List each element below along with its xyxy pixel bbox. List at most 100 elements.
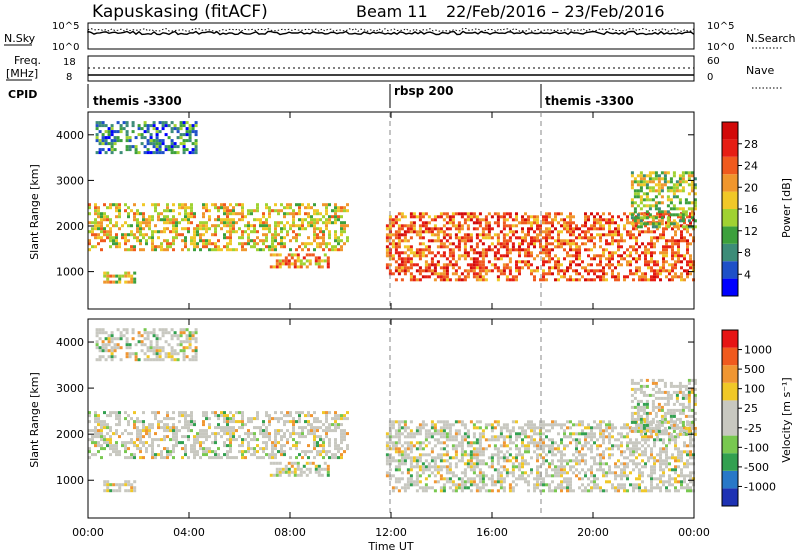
heatmap-cell xyxy=(140,136,144,140)
heatmap-cell xyxy=(524,260,527,264)
heatmap-cell xyxy=(536,471,539,475)
heatmap-cell xyxy=(596,444,599,448)
heatmap-cell xyxy=(451,471,455,475)
heatmap-cell xyxy=(581,489,584,493)
heatmap-cell xyxy=(445,227,449,231)
heatmap-cell xyxy=(448,278,452,282)
heatmap-cell xyxy=(515,465,518,469)
heatmap-cell xyxy=(605,423,608,427)
heatmap-cell xyxy=(271,417,274,421)
heatmap-cell xyxy=(502,254,506,258)
heatmap-cell xyxy=(137,127,141,131)
heatmap-cell xyxy=(304,206,307,210)
heatmap-cell xyxy=(277,432,280,436)
heatmap-cell xyxy=(122,328,126,332)
heatmap-cell xyxy=(693,225,697,229)
heatmap-cell xyxy=(403,429,407,433)
heatmap-cell xyxy=(662,432,665,436)
heatmap-cell xyxy=(496,233,500,237)
heatmap-cell xyxy=(475,441,479,445)
heatmap-cell xyxy=(397,423,401,427)
heatmap-cell xyxy=(310,218,313,222)
heatmap-cell xyxy=(170,328,174,332)
heatmap-cell xyxy=(182,352,186,356)
heatmap-cell xyxy=(208,456,211,460)
heatmap-cell xyxy=(445,272,449,276)
heatmap-cell xyxy=(681,219,685,223)
heatmap-cell xyxy=(539,477,542,481)
heatmap-cell xyxy=(557,266,560,270)
heatmap-cell xyxy=(167,343,171,347)
heatmap-cell xyxy=(569,486,572,490)
heatmap-cell xyxy=(648,180,652,184)
heatmap-cell xyxy=(551,242,554,246)
heatmap-cell xyxy=(481,227,485,231)
heatmap-cell xyxy=(554,254,557,258)
heatmap-cell xyxy=(527,254,530,258)
heatmap-cell xyxy=(454,269,458,273)
heatmap-cell xyxy=(412,215,416,219)
heatmap-cell xyxy=(292,221,295,225)
heatmap-cell xyxy=(654,201,658,205)
heatmap-cell xyxy=(226,206,229,210)
heatmap-cell xyxy=(106,432,109,436)
heatmap-cell xyxy=(542,489,545,493)
heatmap-cell xyxy=(98,121,102,125)
heatmap-cell xyxy=(593,432,596,436)
heatmap-cell xyxy=(253,218,256,222)
heatmap-cell xyxy=(304,227,307,231)
heatmap-cell xyxy=(557,486,560,490)
heatmap-cell xyxy=(448,221,452,225)
heatmap-cell xyxy=(187,218,190,222)
heatmap-cell xyxy=(590,269,593,273)
heatmap-cell xyxy=(430,230,434,234)
heatmap-cell xyxy=(536,218,539,222)
heatmap-cell xyxy=(499,456,503,460)
heatmap-cell xyxy=(184,411,187,415)
heatmap-cell xyxy=(502,423,506,427)
heatmap-cell xyxy=(460,224,464,228)
heatmap-cell xyxy=(439,486,443,490)
heatmap-cell xyxy=(653,441,656,445)
heatmap-cell xyxy=(409,435,413,439)
heatmap-cell xyxy=(157,245,160,249)
heatmap-cell xyxy=(154,209,157,213)
heatmap-cell xyxy=(665,486,668,490)
heatmap-cell xyxy=(103,411,106,415)
heatmap-cell xyxy=(205,429,208,433)
heatmap-cell xyxy=(163,426,166,430)
heatmap-cell xyxy=(130,224,133,228)
heatmap-cell xyxy=(502,269,506,273)
heatmap-cell xyxy=(614,465,617,469)
heatmap-cell xyxy=(199,239,202,243)
heatmap-cell xyxy=(208,435,211,439)
heatmap-cell xyxy=(182,328,186,332)
heatmap-cell xyxy=(170,349,174,353)
heatmap-cell xyxy=(160,212,163,216)
heatmap-cell xyxy=(322,230,325,234)
heatmap-cell xyxy=(119,346,123,350)
heatmap-cell xyxy=(241,441,244,445)
heatmap-cell xyxy=(650,447,653,451)
heatmap-cell xyxy=(439,489,443,493)
heatmap-cell xyxy=(272,253,276,257)
heatmap-cell xyxy=(660,219,664,223)
heatmap-cell xyxy=(448,242,452,246)
heatmap-cell xyxy=(515,477,518,481)
heatmap-cell xyxy=(328,456,331,460)
heatmap-cell xyxy=(160,450,163,454)
heatmap-cell xyxy=(161,328,165,332)
heatmap-cell xyxy=(662,269,665,273)
heatmap-cell xyxy=(623,212,626,216)
heatmap-cell xyxy=(193,239,196,243)
heatmap-cell xyxy=(217,453,220,457)
heatmap-cell xyxy=(554,447,557,451)
heatmap-cell xyxy=(611,269,614,273)
heatmap-cell xyxy=(626,275,629,279)
heatmap-cell xyxy=(400,426,404,430)
colorbar-tick-label: 16 xyxy=(744,203,758,216)
heatmap-cell xyxy=(499,477,503,481)
heatmap-cell xyxy=(496,221,500,225)
heatmap-cell xyxy=(686,269,689,273)
freq-right-tick-top: 60 xyxy=(707,56,720,67)
